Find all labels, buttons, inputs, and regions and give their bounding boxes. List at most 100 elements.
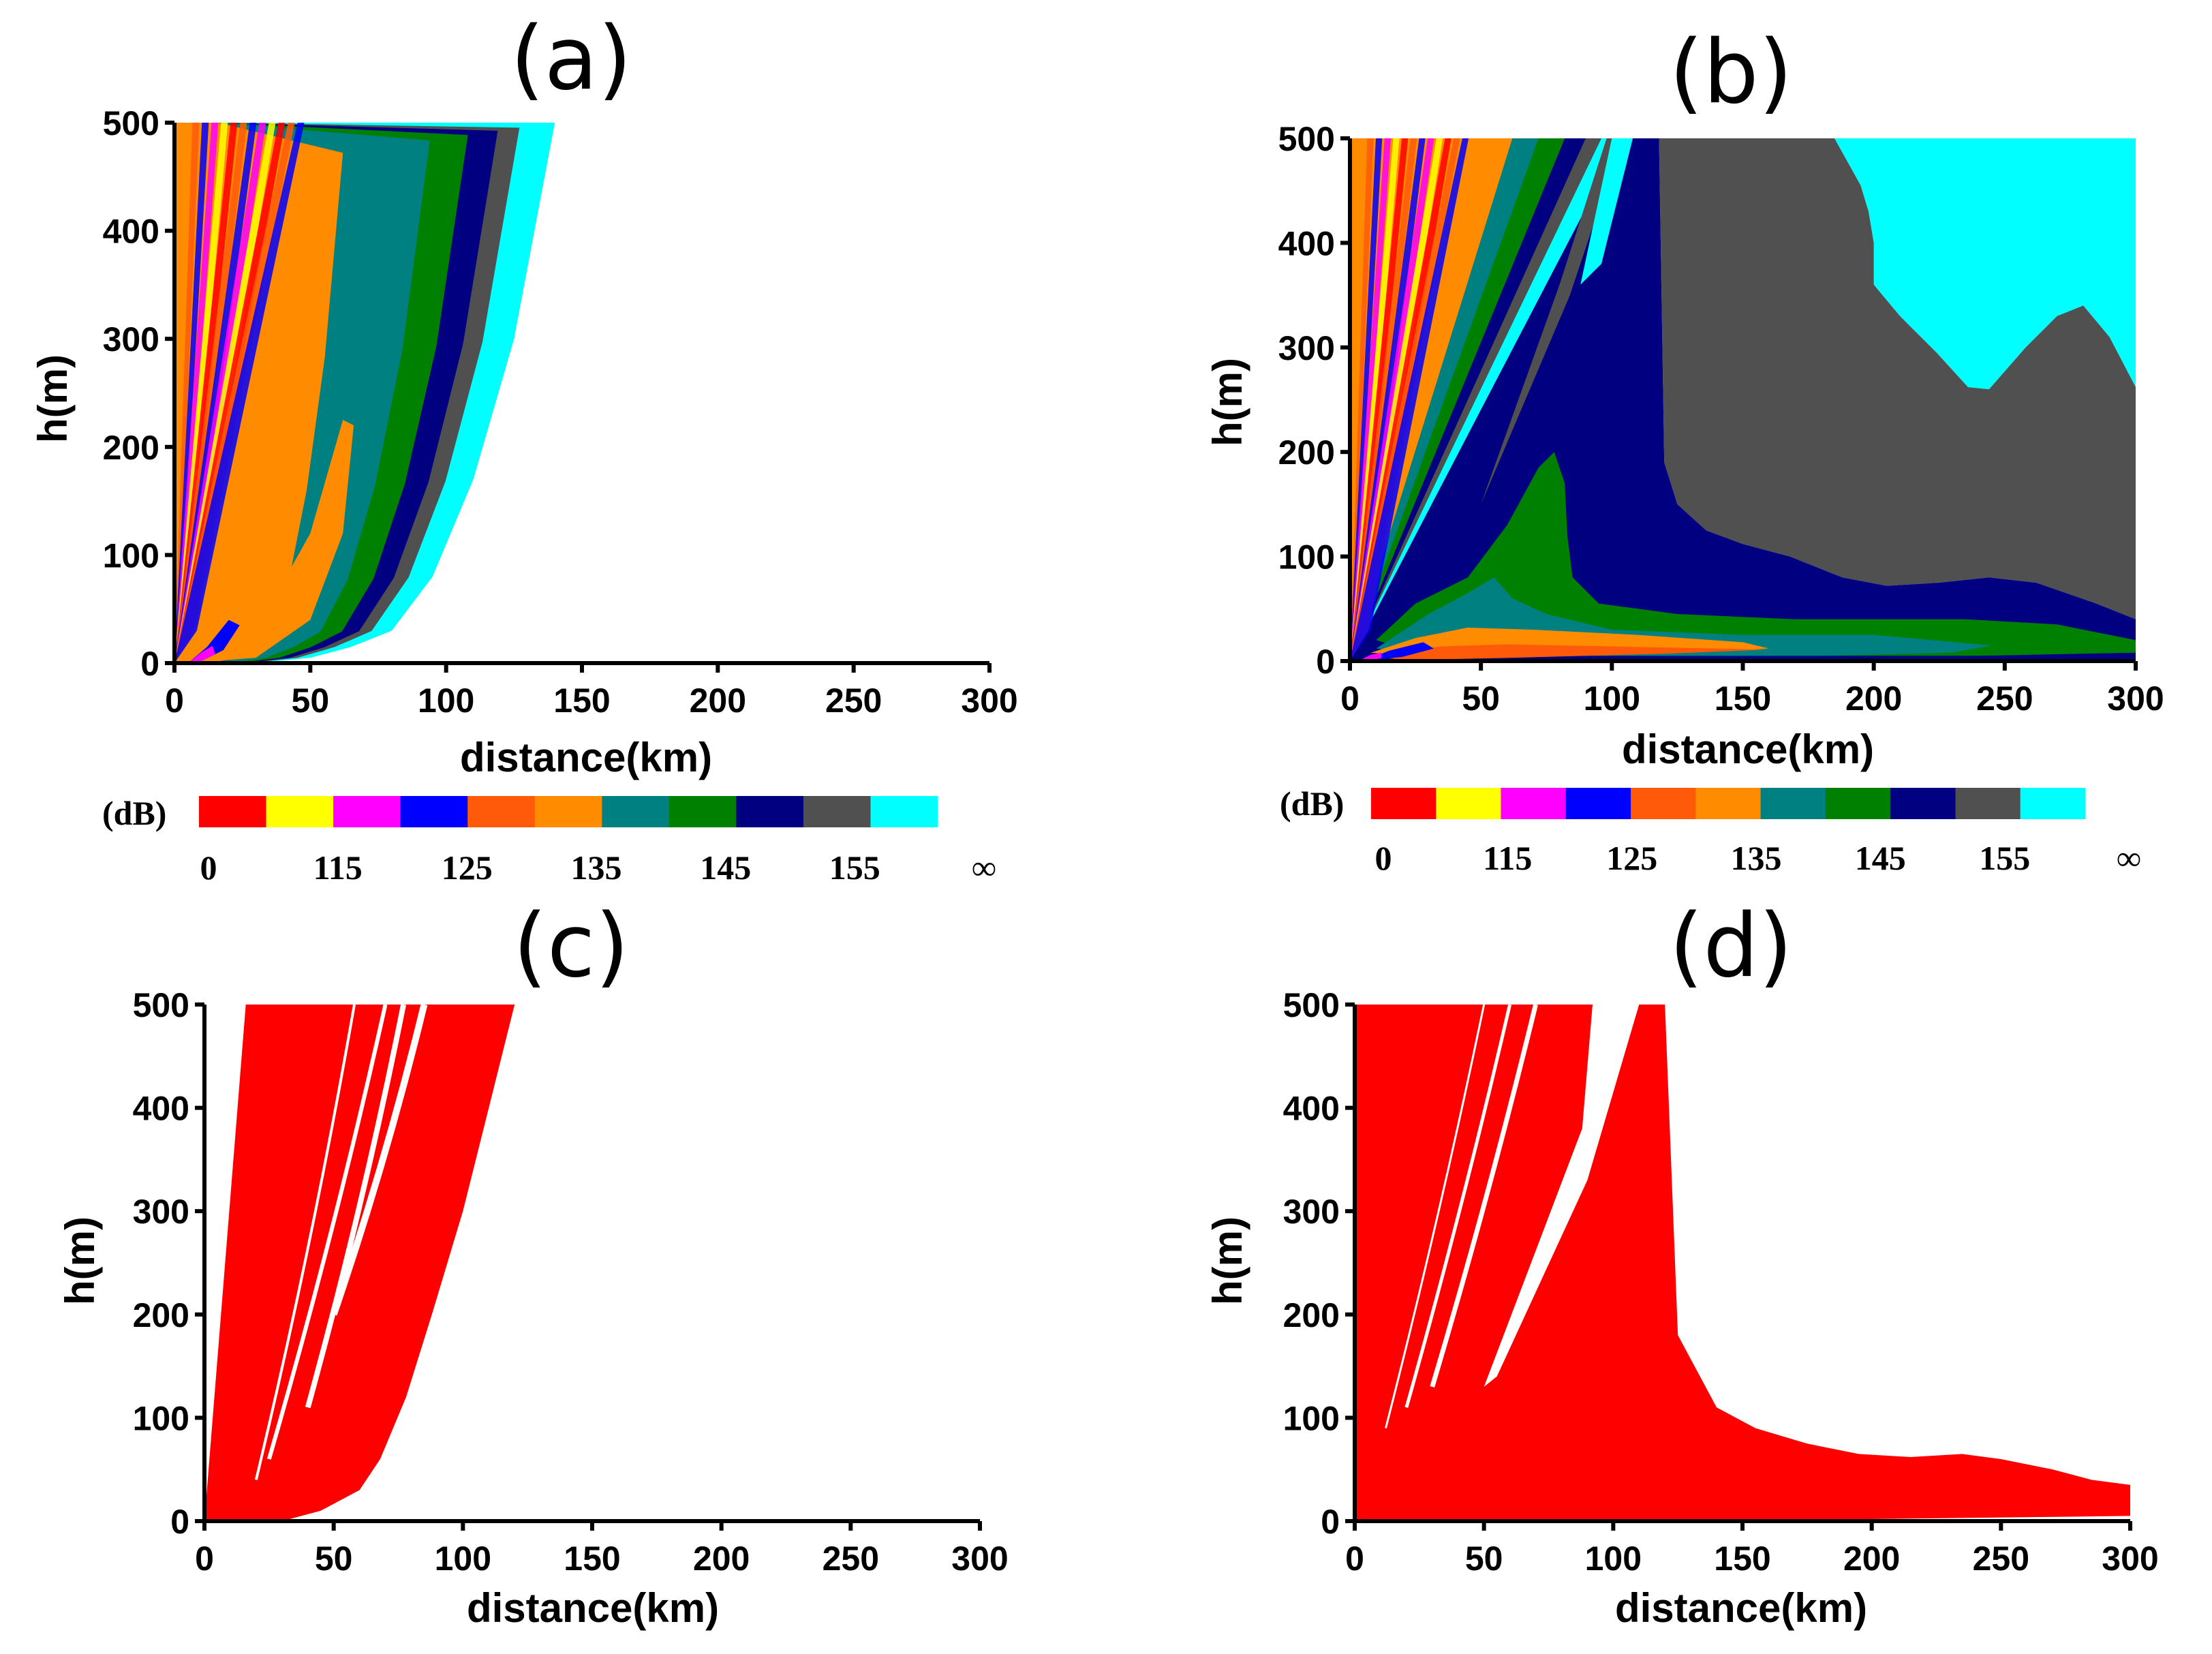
panel-a-ylabel: h(m) (30, 354, 76, 443)
interference-lobe (174, 123, 305, 663)
interference-lobe (174, 123, 247, 663)
panel-c-ylabel: h(m) (57, 1216, 103, 1305)
interference-lobe (1350, 138, 1391, 661)
gap-line (1404, 1004, 1512, 1408)
interference-lobe (1350, 138, 1434, 661)
colorbar-cell (736, 796, 804, 827)
colorbar-cell (803, 796, 871, 827)
x-tick-label: 250 (1976, 679, 2033, 718)
x-tick-label: 200 (1845, 679, 1902, 718)
panel-label-a: (a) (510, 8, 632, 110)
colorbar-cell (870, 796, 938, 827)
x-tick-label: 300 (2107, 679, 2164, 718)
gray-strip (1481, 138, 1623, 504)
colorbar-tick-label: 125 (1606, 839, 1657, 877)
colorbar-cell (1631, 788, 1696, 819)
colorbar-tick-label: ∞ (2117, 839, 2141, 877)
y-tick-label: 300 (1283, 1193, 1340, 1231)
colorbar-tick-label: 0 (1375, 839, 1392, 877)
colorbar-a: (dB) 0 115 125 135 145 155 ∞ (102, 794, 996, 887)
x-tick-label: 0 (165, 681, 184, 720)
y-tick-label: 100 (1283, 1399, 1340, 1437)
panel-b-ylabel: h(m) (1205, 358, 1250, 446)
y-tick-label: 500 (1283, 986, 1340, 1024)
y-tick-label: 300 (1278, 329, 1335, 367)
y-tick-label: 0 (1321, 1503, 1340, 1541)
region-cyan (1834, 138, 2136, 390)
interference-lobe (1350, 138, 1460, 661)
blue-lobe (187, 619, 240, 663)
panel-d: 0 50 100 150 200 250 300 0 100 200 300 400 500 dista… (1205, 986, 2159, 1631)
panel-c: 0 50 100 150 200 250 300 0 100 200 300 400 500 dista… (57, 986, 1009, 1631)
colorbar-cell (400, 796, 468, 827)
x-tick-label: 300 (2102, 1540, 2158, 1578)
interference-lobe (174, 123, 286, 663)
colorbar-cell (1371, 788, 1437, 819)
colorbar-cell (1825, 788, 1891, 819)
x-tick-label: 100 (418, 681, 474, 720)
x-tick-label: 150 (1715, 679, 1771, 718)
panel-d-field (1355, 1004, 2130, 1521)
panel-c-axes: 0 50 100 150 200 250 300 0 100 200 300 400 500 (133, 986, 1009, 1578)
interference-lobe (174, 123, 238, 663)
gap-line (1430, 1004, 1538, 1388)
panel-b-field (1350, 138, 2136, 661)
y-tick-label: 0 (1316, 643, 1335, 681)
colorbar-tick-label: 135 (1731, 839, 1782, 877)
x-tick-label: 200 (1843, 1540, 1900, 1578)
y-tick-label: 100 (133, 1399, 189, 1437)
interference-lobe (1350, 138, 1400, 661)
colorbar-cell (1436, 788, 1502, 819)
colorbar-tick-label: 155 (829, 848, 880, 887)
colorbar-cell (1955, 788, 2021, 819)
colorbar-tick-label: 115 (1483, 839, 1532, 877)
colorbar-b-cells (1371, 788, 2086, 819)
x-tick-label: 200 (690, 681, 746, 720)
x-tick-label: 0 (195, 1540, 214, 1578)
x-tick-label: 100 (1584, 679, 1640, 718)
region-darkorange (1370, 644, 1769, 660)
x-tick-label: 0 (1345, 1540, 1364, 1578)
cyan-strip (1580, 138, 1633, 285)
panel-d-axes: 0 50 100 150 200 250 300 0 100 200 300 400 500 (1283, 986, 2159, 1578)
interference-lobe (1350, 138, 1451, 661)
interference-lobe (1350, 138, 1374, 661)
colorbar-b: (dB) 0 115 125 135 145 155 ∞ (1280, 784, 2141, 877)
panel-a-xlabel: distance(km) (460, 735, 712, 780)
interference-lobe (174, 123, 276, 663)
panel-b: 0 50 100 150 200 250 300 0 100 200 300 400 500 dista… (1205, 120, 2164, 772)
y-tick-label: 300 (133, 1193, 189, 1231)
region-gray (1659, 138, 2136, 619)
x-tick-label: 300 (961, 681, 1017, 720)
x-tick-label: 300 (951, 1540, 1008, 1578)
y-tick-label: 200 (1278, 433, 1335, 472)
interference-lobe (174, 123, 266, 663)
interference-lobe (174, 123, 219, 663)
interference-lobe (1350, 138, 1443, 661)
magenta-lobe (187, 645, 215, 663)
colorbar-b-ticks: 0 115 125 135 145 155 ∞ (1375, 839, 2141, 877)
interference-lobe (1350, 138, 1417, 661)
x-tick-label: 250 (825, 681, 882, 720)
orange-lobe (187, 420, 354, 663)
x-tick-label: 50 (292, 681, 330, 720)
panel-a-axes: 0 50 100 150 200 250 300 0 100 200 300 400 500 (103, 104, 1018, 720)
interference-lobe (1350, 138, 1469, 661)
panel-c-field (204, 1003, 515, 1521)
gap-line (1385, 1004, 1486, 1428)
panel-label-b: (b) (1669, 22, 1792, 123)
colorbar-cell (199, 796, 266, 827)
colorbar-tick-label: 115 (313, 848, 363, 887)
interference-lobe (174, 123, 228, 663)
gap-line (254, 1004, 356, 1480)
colorbar-tick-label: 125 (442, 848, 493, 887)
colorbar-tick-label: 0 (200, 848, 217, 887)
x-tick-label: 50 (1465, 1540, 1503, 1578)
white-wedge (1484, 1005, 1640, 1387)
interference-lobe (174, 123, 257, 663)
y-tick-label: 300 (103, 320, 159, 358)
panel-label-d: (d) (1669, 895, 1792, 997)
colorbar-cell (534, 796, 602, 827)
y-tick-label: 400 (133, 1090, 189, 1128)
panel-label-c: (c) (513, 895, 629, 997)
